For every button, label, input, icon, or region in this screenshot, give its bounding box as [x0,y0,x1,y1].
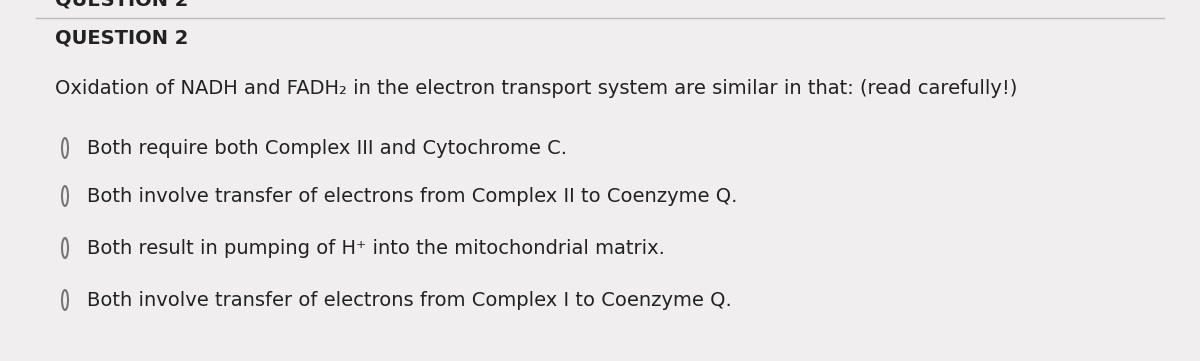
Text: Both result in pumping of H⁺ into the mitochondrial matrix.: Both result in pumping of H⁺ into the mi… [88,239,665,257]
Text: QUESTION 2: QUESTION 2 [55,0,188,9]
Text: QUESTION 2: QUESTION 2 [55,29,188,48]
Text: Oxidation of NADH and FADH₂ in the electron transport system are similar in that: Oxidation of NADH and FADH₂ in the elect… [55,78,1018,97]
Text: Both require both Complex III and Cytochrome C.: Both require both Complex III and Cytoch… [88,139,568,157]
Text: Both involve transfer of electrons from Complex II to Coenzyme Q.: Both involve transfer of electrons from … [88,187,737,205]
Text: Both involve transfer of electrons from Complex I to Coenzyme Q.: Both involve transfer of electrons from … [88,291,732,309]
